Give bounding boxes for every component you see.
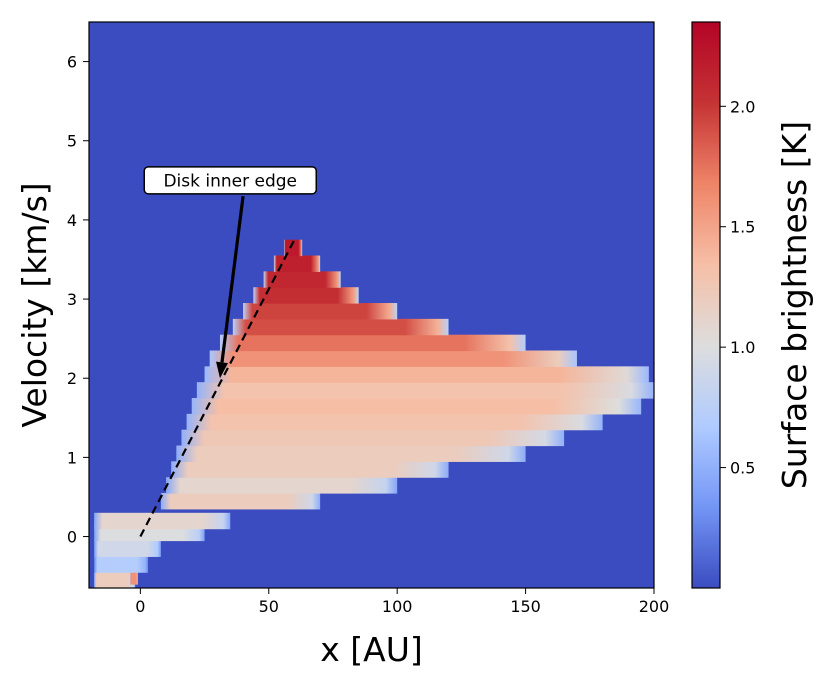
colorbar-gradient (691, 21, 721, 589)
y-tick-label: 6 (67, 53, 77, 72)
y-tick-label: 1 (67, 448, 77, 467)
heatmap-row (253, 287, 359, 304)
colorbar: 0.5 1.0 1.5 2.0 (691, 21, 755, 589)
annotation-box (143, 166, 317, 195)
heatmap-row (243, 303, 398, 320)
heatmap-row (191, 398, 642, 415)
heatmap-row (232, 318, 449, 336)
y-tick-label: 4 (67, 211, 77, 230)
heatmap-row (166, 477, 398, 494)
heatmap-row (94, 572, 136, 589)
plot-area (89, 22, 654, 589)
heatmap-row (94, 556, 149, 573)
x-tick-label: 200 (639, 597, 670, 616)
heatmap-row (176, 445, 526, 462)
axes: 0 50 100 150 200 0 1 2 3 4 5 6 (67, 21, 670, 616)
heatmap-row (171, 461, 449, 478)
x-axis-label: x [AU] (320, 630, 423, 669)
heatmap-row (284, 239, 303, 257)
colorbar-tick-label: 1.5 (730, 218, 755, 237)
x-tick-label: 0 (135, 597, 145, 616)
heatmap-row (186, 413, 603, 431)
colorbar-tick-label: 0.5 (730, 459, 755, 478)
heatmap-row (160, 493, 321, 510)
colorbar-label: Surface brightness [K] (775, 121, 814, 489)
x-tick-label: 150 (510, 597, 541, 616)
x-tick-label: 100 (382, 597, 413, 616)
heatmap-row (209, 350, 577, 367)
annotation-arrow-head (216, 361, 228, 379)
annotation: Disk inner edge (143, 166, 317, 379)
colorbar-tick-label: 1.0 (730, 338, 755, 357)
inner-edge-dashed-line (139, 239, 296, 538)
y-tick-label: 2 (67, 369, 77, 388)
x-tick-label: 50 (259, 597, 279, 616)
plot-frame (88, 21, 655, 589)
annotation-arrow-shaft (220, 195, 245, 363)
plot-overlay (139, 239, 296, 538)
heatmap-row (263, 271, 341, 288)
colorbar-tick-label: 2.0 (730, 97, 755, 116)
y-tick-label: 5 (67, 132, 77, 151)
heatmap-row (219, 334, 526, 352)
heatmap-row (94, 540, 161, 557)
heatmap-row (130, 568, 138, 585)
y-axis-label: Velocity [km/s] (15, 182, 54, 427)
y-tick-label: 3 (67, 290, 77, 309)
heatmap-row (94, 512, 231, 530)
heatmap-row (273, 255, 321, 272)
y-tick-label: 0 (67, 528, 77, 547)
annotation-text: Disk inner edge (163, 171, 297, 191)
heatmap-row (196, 382, 654, 399)
heatmap-row (181, 429, 565, 447)
heatmap-row (204, 366, 649, 383)
